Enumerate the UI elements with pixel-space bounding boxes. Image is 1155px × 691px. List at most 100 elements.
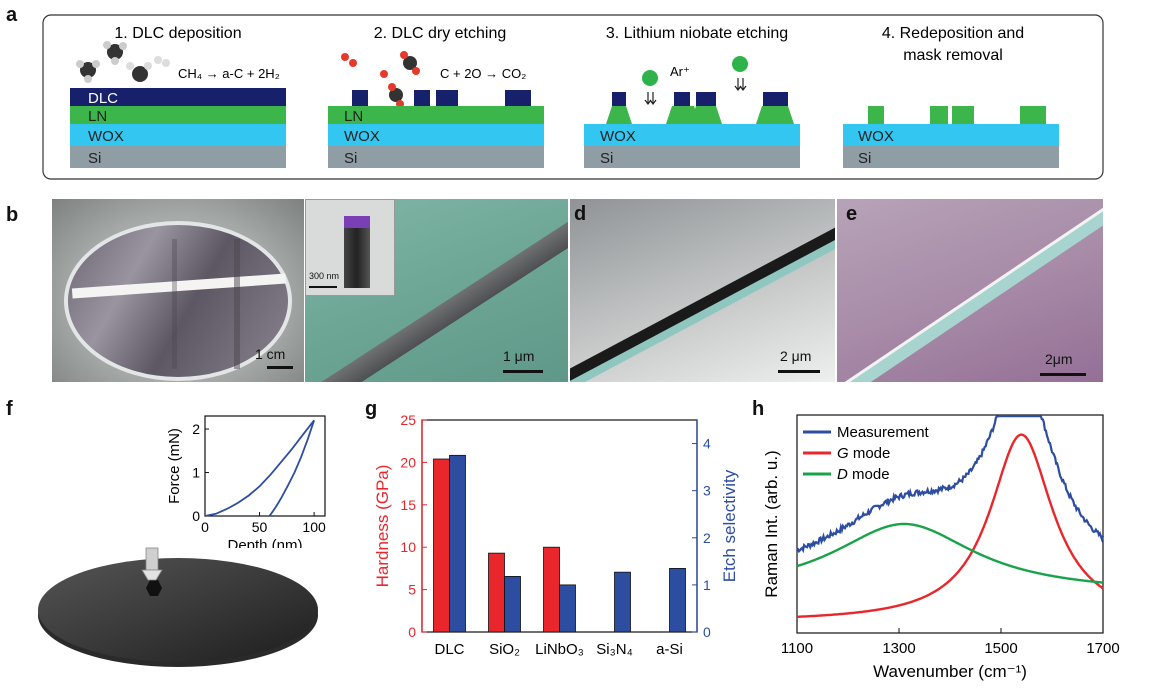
step1-dlc-layer — [70, 88, 286, 106]
step2-si-text: Si — [344, 150, 357, 167]
chart-h-g-mode-line — [797, 433, 1104, 618]
scalebar-label-c: 1 μm — [503, 348, 535, 364]
chart-g-ytick-right-label: 1 — [703, 577, 711, 593]
chart-g-bar-selectivity — [559, 584, 576, 633]
chart-g-ytick-right-label: 2 — [703, 530, 711, 546]
scalebar-label-d: 2 μm — [780, 348, 812, 364]
panel-label-g: g — [365, 398, 378, 420]
scalebar-label-c-inset: 300 nm — [309, 271, 340, 281]
chart-h-measurement-line — [796, 415, 1105, 554]
chart-g: 0 5 10 15 20 25 0 1 2 3 4 Hardness (GPa) Etch select… — [373, 412, 739, 658]
step1-dlc-text: DLC — [88, 90, 118, 107]
chart-g-ytick-right-label: 4 — [703, 436, 711, 452]
chart-g-category-label: LiNbO₃ — [535, 641, 584, 658]
chart-h-xtick-label: 1300 — [882, 640, 915, 657]
chart-g-bar-selectivity — [614, 571, 631, 633]
step4-title-line1: 4. Redeposition and — [882, 25, 1024, 42]
chart-g-ytick-left-label: 5 — [408, 582, 416, 598]
step2-equation: C + 2O → CO₂ — [440, 66, 526, 81]
chart-f-ytick-label: 1 — [192, 465, 200, 481]
chart-h-axes: 1100 1300 1500 1700 Wavenumber (cm⁻¹) Raman I… — [762, 414, 1120, 681]
chart-h-xtick-label: 1700 — [1086, 640, 1119, 657]
chart-g-ytick-left-label: 15 — [400, 497, 416, 513]
chart-f-axes: 0 50 100 0 1 2 Depth (nm) Force (mN) — [166, 415, 326, 548]
chart-g-ylabel-left: Hardness (GPa) — [373, 465, 392, 588]
argon-ion-icon — [642, 56, 748, 105]
chart-f: 0 50 100 0 1 2 Depth (nm) Force (mN) — [166, 415, 326, 548]
panel-label-e: e — [846, 203, 858, 225]
step1-si-text: Si — [88, 150, 101, 167]
chart-f-ylabel: Force (mN) — [166, 428, 183, 504]
chart-g-category-label: SiO₂ — [489, 641, 520, 658]
step1-wox-text: WOX — [88, 128, 124, 145]
chart-g-ytick-left-label: 20 — [400, 454, 416, 470]
chart-f-series-loading — [204, 419, 315, 517]
chart-g-ytick-right-label: 0 — [703, 624, 711, 640]
argon-ion-label: Ar⁺ — [670, 64, 690, 79]
step4-title-line2: mask removal — [903, 47, 1003, 64]
chart-g-category-label: DLC — [434, 641, 464, 658]
chart-g-axes: 0 5 10 15 20 25 0 1 2 3 4 Hardness (GPa) Etch select… — [373, 412, 739, 658]
chart-g-bar-selectivity — [504, 576, 521, 633]
chart-h-ylabel: Raman Int. (arb. u.) — [762, 450, 781, 597]
scalebar-b — [267, 366, 293, 369]
step1-equation: CH₄ → a-C + 2H₂ — [178, 66, 280, 81]
chart-h-xlabel: Wavenumber (cm⁻¹) — [873, 662, 1027, 681]
sem-image-d — [570, 199, 835, 382]
chart-h-legend-label: G mode — [837, 445, 890, 462]
chart-g-category-label: Si₃N₄ — [596, 641, 632, 658]
chart-f-ytick-label: 2 — [192, 421, 200, 437]
step3-title: 3. Lithium niobate etching — [606, 25, 788, 42]
step4-wox-text: WOX — [858, 128, 894, 145]
step1-title: 1. DLC deposition — [114, 25, 241, 42]
chart-g-ytick-left-label: 10 — [400, 539, 416, 555]
chart-g-ytick-left-label: 25 — [400, 412, 416, 428]
chart-g-ytick-left-label: 0 — [408, 624, 416, 640]
step2-wox-text: WOX — [344, 128, 380, 145]
chart-g-bar-selectivity — [449, 454, 466, 633]
step3-si-text: Si — [600, 150, 613, 167]
sem-inset-c — [305, 199, 395, 296]
oxygen-molecules-icon — [341, 51, 420, 108]
chart-h-frame — [796, 414, 1104, 634]
step1-ln-layer — [70, 106, 286, 124]
scalebar-label-e: 2μm — [1045, 351, 1073, 367]
chart-f-frame — [204, 415, 326, 517]
panel-label-h: h — [752, 398, 765, 420]
chart-f-ytick-label: 0 — [192, 508, 200, 524]
step1-ln-text: LN — [88, 108, 107, 125]
chart-g-category-label: a-Si — [656, 641, 683, 658]
panel-label-d: d — [574, 203, 587, 225]
chart-h-legend-label: D mode — [837, 466, 890, 483]
wafer-photo — [52, 199, 304, 382]
chart-h-xtick-label: 1500 — [984, 640, 1017, 657]
chart-f-xtick-label: 0 — [201, 519, 209, 535]
chart-f-xtick-label: 100 — [302, 519, 326, 535]
methane-molecules-icon — [76, 41, 170, 83]
chart-f-lines — [204, 419, 315, 517]
chart-h-d-mode-line — [796, 522, 1104, 584]
panel-a-schematic: 1. DLC deposition 2. DLC dry etching 3. … — [42, 14, 1104, 180]
step3-wox-text: WOX — [600, 128, 636, 145]
scalebar-label-b: 1 cm — [255, 346, 286, 362]
scalebar-e — [1040, 373, 1086, 376]
step1-si-layer — [70, 146, 286, 168]
chart-g-ylabel-right: Etch selectivity — [720, 469, 739, 582]
chart-g-bars — [433, 454, 686, 633]
sem-image-e — [837, 199, 1103, 382]
chart-g-bar-hardness — [488, 552, 505, 633]
scalebar-d — [778, 370, 820, 373]
chart-h: 1100 1300 1500 1700 Wavenumber (cm⁻¹) Raman I… — [762, 414, 1120, 681]
chart-g-bar-hardness — [543, 546, 560, 633]
chart-f-xlabel: Depth (nm) — [227, 537, 302, 548]
panel-label-f: f — [6, 398, 13, 420]
chart-g-bar-selectivity — [669, 567, 686, 633]
step4-si-text: Si — [858, 150, 871, 167]
panel-a-frame — [42, 14, 1104, 180]
indenter-wafer-illustration — [38, 547, 318, 667]
step2-ln-text: LN — [344, 108, 363, 125]
step1-wox-layer — [70, 124, 286, 146]
step2-title: 2. DLC dry etching — [374, 25, 507, 42]
chart-h-legend-label: Measurement — [837, 424, 930, 441]
chart-h-lines — [796, 415, 1105, 618]
